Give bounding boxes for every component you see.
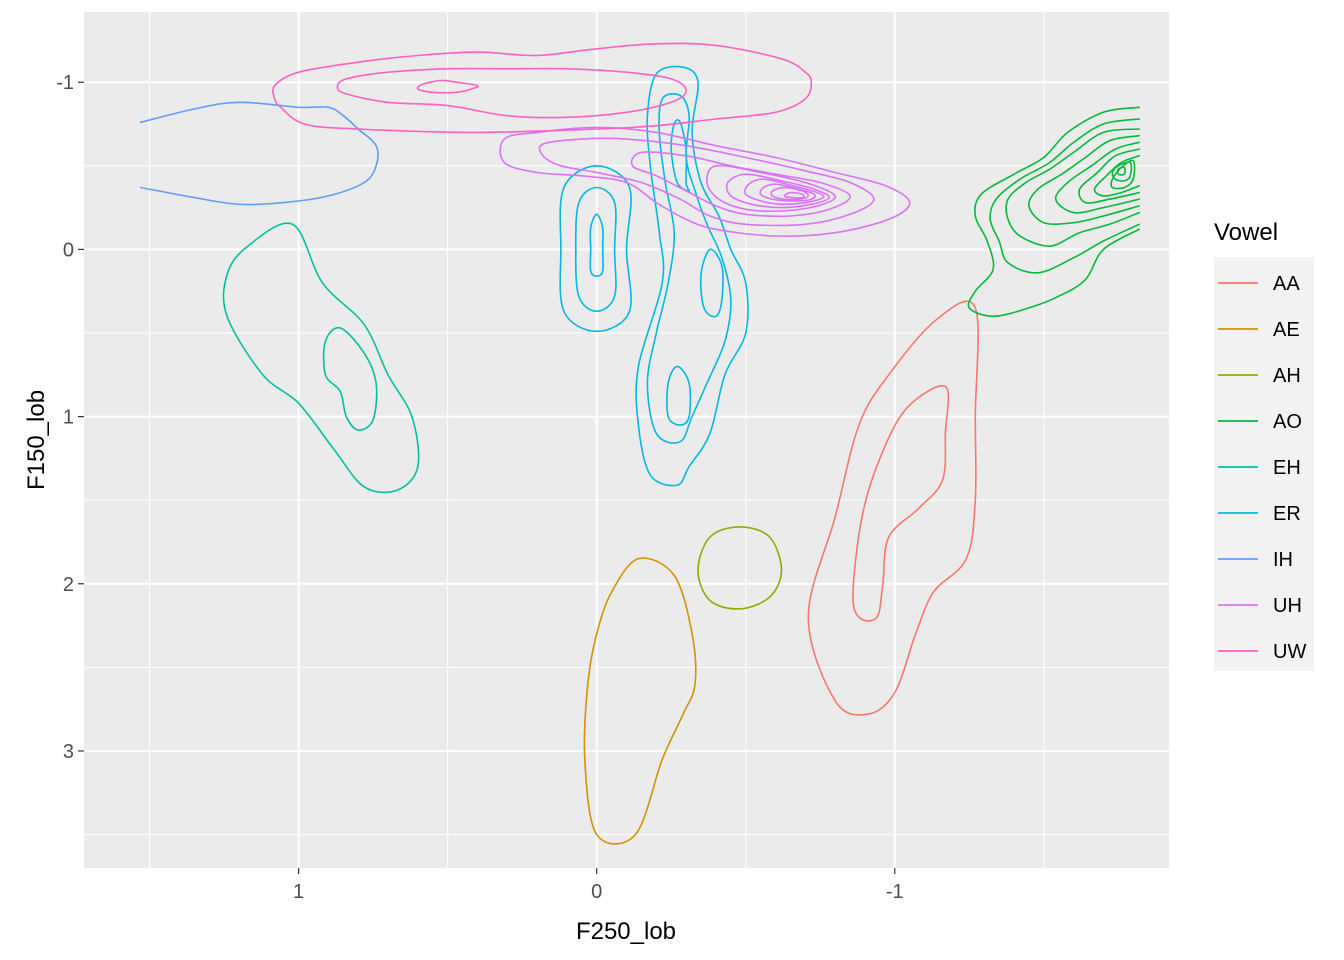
contour-line xyxy=(416,79,479,94)
y-tick-label: -1 xyxy=(56,72,74,94)
contour-line xyxy=(770,186,810,201)
contour-line xyxy=(1116,166,1126,176)
series-ae xyxy=(583,557,697,845)
y-tick-label: 1 xyxy=(63,407,74,429)
legend-label: EH xyxy=(1273,457,1301,479)
x-tick-label: 0 xyxy=(591,881,602,903)
contour-line xyxy=(336,67,687,119)
contour-line xyxy=(1078,148,1140,204)
contour-line xyxy=(852,384,950,622)
contour-line xyxy=(583,557,697,845)
contour-line xyxy=(725,173,830,209)
x-axis: 1 0 -1 xyxy=(293,868,904,903)
legend-label: UW xyxy=(1273,641,1306,663)
y-axis: -1 0 1 2 3 xyxy=(56,72,84,763)
contour-line xyxy=(1054,141,1140,214)
contour-line xyxy=(744,178,825,206)
y-axis-title: F150_lob xyxy=(23,390,50,490)
series-uh xyxy=(499,126,911,237)
contour-line xyxy=(706,164,837,213)
series-eh xyxy=(222,222,420,494)
contour-line xyxy=(574,186,617,313)
contour-line xyxy=(807,300,979,716)
x-tick-label: -1 xyxy=(886,881,904,903)
legend-label: AE xyxy=(1273,319,1300,341)
contour-line xyxy=(697,526,783,610)
contour-line xyxy=(1111,161,1133,182)
legend-label: AO xyxy=(1273,411,1302,433)
y-tick-label: 2 xyxy=(63,574,74,596)
legend-label: UH xyxy=(1273,595,1302,617)
series-ao xyxy=(967,106,1140,318)
grid-minor xyxy=(84,12,1169,868)
contour-line xyxy=(989,118,1140,274)
contour-line xyxy=(783,191,805,199)
contour-line xyxy=(1093,155,1140,197)
series-ah xyxy=(697,526,783,610)
contour-line xyxy=(1005,128,1140,247)
contour-line xyxy=(759,183,816,202)
legend-label: AH xyxy=(1273,365,1301,387)
contour-line xyxy=(666,365,692,426)
contour-line xyxy=(589,213,604,277)
contour-line xyxy=(967,106,1140,318)
series-aa xyxy=(807,300,979,716)
y-tick-label: 3 xyxy=(63,741,74,763)
contour-line xyxy=(646,93,732,444)
contour-line xyxy=(322,326,378,431)
contour-line xyxy=(559,165,632,333)
contour-line xyxy=(139,101,379,206)
series-uw xyxy=(271,42,813,134)
contour-line xyxy=(1027,134,1140,225)
contour-layer xyxy=(139,42,1140,845)
x-axis-title: F250_lob xyxy=(576,918,676,945)
contour-line xyxy=(538,137,875,227)
series-ih xyxy=(139,101,379,206)
legend-key-background xyxy=(1214,257,1314,671)
legend-label: ER xyxy=(1273,503,1301,525)
legend-label: AA xyxy=(1273,273,1300,295)
legend-title: Vowel xyxy=(1214,219,1278,246)
legend-label: IH xyxy=(1273,549,1293,571)
x-tick-label: 1 xyxy=(293,881,304,903)
contour-line xyxy=(699,248,724,318)
contour-line xyxy=(271,42,813,134)
contour-line xyxy=(499,126,911,237)
contour-line xyxy=(222,222,420,494)
legend: Vowel AA AE AH AO EH ER IH UH UW xyxy=(1214,219,1314,671)
plot-panel xyxy=(84,12,1169,868)
y-tick-label: 0 xyxy=(63,239,74,261)
